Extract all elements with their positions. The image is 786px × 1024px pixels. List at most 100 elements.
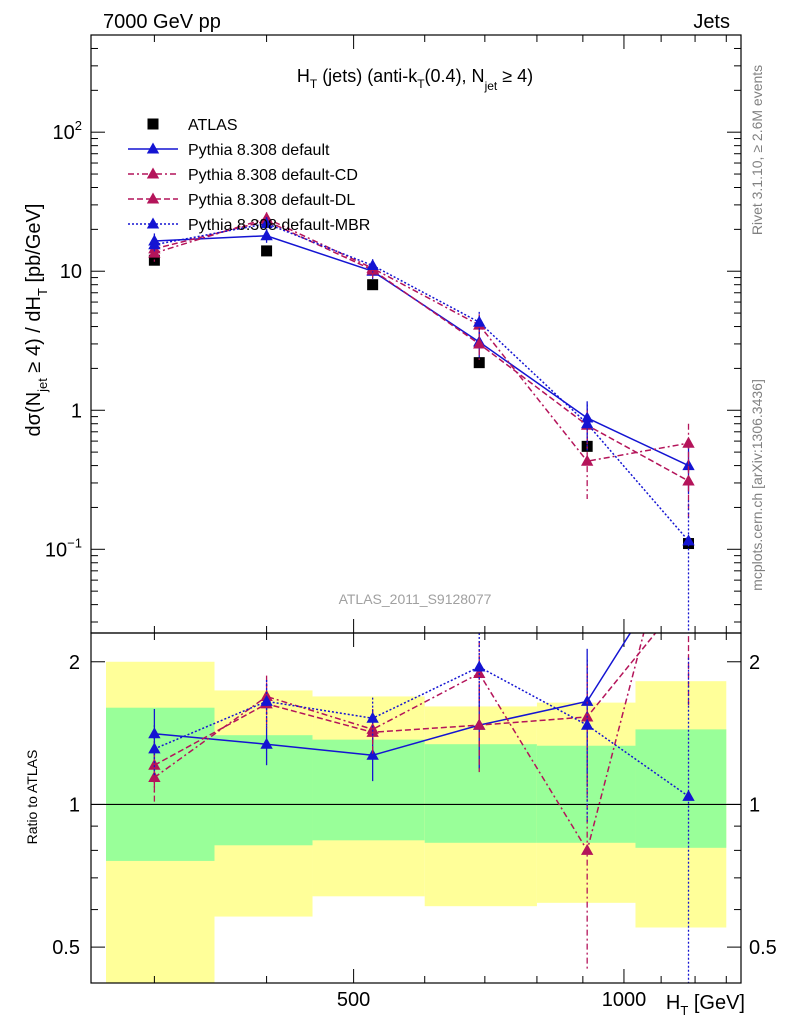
main-data-point [473,337,486,349]
ratio-series [148,586,695,983]
legend-label: Pythia 8.308 default-CD [188,167,358,184]
main-title-sub1: T [310,77,318,91]
ratio-data-point [148,758,161,770]
main-title-mid1: (jets) (anti-k [317,66,418,86]
ratio-plot: 0.5 0.5 1 1 2 2 500 1000 Ratio to ATLAS HT [GeV… [24,586,777,1018]
ratio-band-inner [214,735,313,846]
ratio-series-group [148,586,695,983]
main-data-point [260,217,273,229]
main-data-point [260,229,273,241]
main-y-tick-exp: 2 [75,118,82,133]
ylabel-a-sub: jet [35,378,50,393]
legend-label: Pythia 8.308 default-DL [188,192,355,209]
main-series-2 [148,211,695,499]
main-series-line [154,234,689,467]
ratio-data-point [148,770,161,783]
x-tick-label: 500 [337,989,370,1011]
ratio-ticks: 0.5 0.5 1 1 2 2 500 1000 [52,633,777,1011]
main-data-point [148,238,161,250]
xlabel-unit: [GeV] [688,992,745,1014]
x-tick-label: 1000 [602,989,647,1011]
energy-label: 7000 GeV pp [103,11,221,33]
ratio-data-point [148,727,161,739]
legend-marker [146,167,160,179]
legend-marker [146,192,160,204]
main-y-tick-exp: −1 [67,535,82,550]
main-y-tick-label: 102 [53,118,82,144]
ratio-data-point [148,742,161,754]
ratio-data-point [473,660,486,672]
ratio-series-3 [148,633,695,983]
ratio-y-tick-label-right: 0.5 [749,937,777,959]
main-title-h: H [297,66,310,86]
ratio-data-point [682,789,695,801]
main-y-tick-base: 1 [71,400,82,422]
ylabel-a: dσ(N [23,392,45,437]
main-title-mid2: (0.4), N [425,66,485,86]
ratio-band-inner [536,745,636,843]
main-title: HT (jets) (anti-kT(0.4), Njet ≥ 4) [297,66,533,93]
main-data-point [367,279,379,291]
main-y-tick-label: 1 [71,400,82,422]
ratio-data-point [580,718,594,730]
main-data-point [682,474,695,486]
ratio-band-inner [635,729,727,848]
ratio-band-inner [106,707,215,861]
legend-marker [146,142,160,154]
ratio-data-point [580,843,594,855]
x-axis-title: HT [GeV] [666,992,745,1018]
ratio-bands [91,661,741,983]
main-data-point [682,436,695,448]
watermark: ATLAS_2011_S9128077 [339,591,492,607]
ratio-y-tick-label-left: 2 [69,652,80,674]
ratio-series-line [154,633,657,766]
main-data-point [580,417,594,429]
ratio-data-point [260,694,273,706]
ratio-band-inner [424,744,537,843]
category-label: Jets [693,11,730,33]
ratio-y-tick-label-right: 2 [749,652,760,674]
legend-label: Pythia 8.308 default-MBR [188,217,370,234]
main-series-line [154,217,689,463]
ratio-y-tick-label-left: 0.5 [52,937,80,959]
main-data-point [261,245,273,257]
ratio-y-tick-label-left: 1 [69,794,80,816]
legend-marker [146,217,160,229]
ratio-series-line [154,633,632,757]
ratio-data-point [260,737,273,749]
main-y-tick-base: 10 [53,122,75,144]
main-title-sub3: jet [484,79,498,93]
ylabel-b-sub: T [35,288,50,296]
main-data-point [473,357,485,369]
rivet-label: Rivet 3.1.10, ≥ 2.6M events [749,65,765,235]
legend-marker [147,118,159,130]
ratio-data-point [473,666,486,678]
main-y-tick-label: 10 [60,261,82,283]
main-y-axis-title: dσ(Njet ≥ 4) / dHT [pb/GeV] [23,204,50,437]
legend-label: Pythia 8.308 default [188,142,330,159]
main-data-point [366,258,379,271]
main-series-0 [148,245,695,550]
main-y-tick-base: 10 [60,261,82,283]
xlabel-sub: T [680,1003,688,1018]
ratio-data-point [682,586,694,597]
mcplots-label: mcplots.cern.ch [arXiv:1306.3436] [749,379,765,591]
main-data-point [473,315,486,327]
ratio-y-axis-title: Ratio to ATLAS [24,750,40,845]
main-series-line [154,222,690,542]
main-series-4 [148,217,695,633]
ratio-data-point [366,711,379,723]
main-series-3 [148,214,695,518]
legend: ATLAS Pythia 8.308 default Pythia 8.308 de… [128,117,370,234]
ratio-plot-frame [90,632,742,984]
main-series [148,211,695,633]
main-title-end: ≥ 4) [497,66,533,86]
main-series-line [154,220,689,482]
main-y-tick-label: 10−1 [45,535,82,561]
main-y-tick-base: 10 [45,539,67,561]
main-data-point [682,534,695,546]
legend-label: ATLAS [188,117,238,134]
